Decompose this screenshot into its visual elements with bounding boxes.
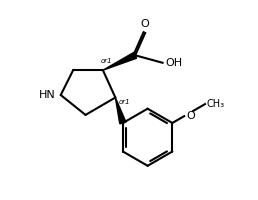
Text: O: O [141, 19, 150, 29]
Text: OH: OH [165, 58, 182, 68]
Text: HN: HN [39, 90, 56, 100]
Polygon shape [103, 52, 136, 70]
Polygon shape [115, 98, 126, 124]
Text: or1: or1 [119, 99, 131, 105]
Text: or1: or1 [100, 58, 112, 64]
Text: O: O [186, 111, 195, 121]
Text: CH₃: CH₃ [206, 99, 224, 109]
